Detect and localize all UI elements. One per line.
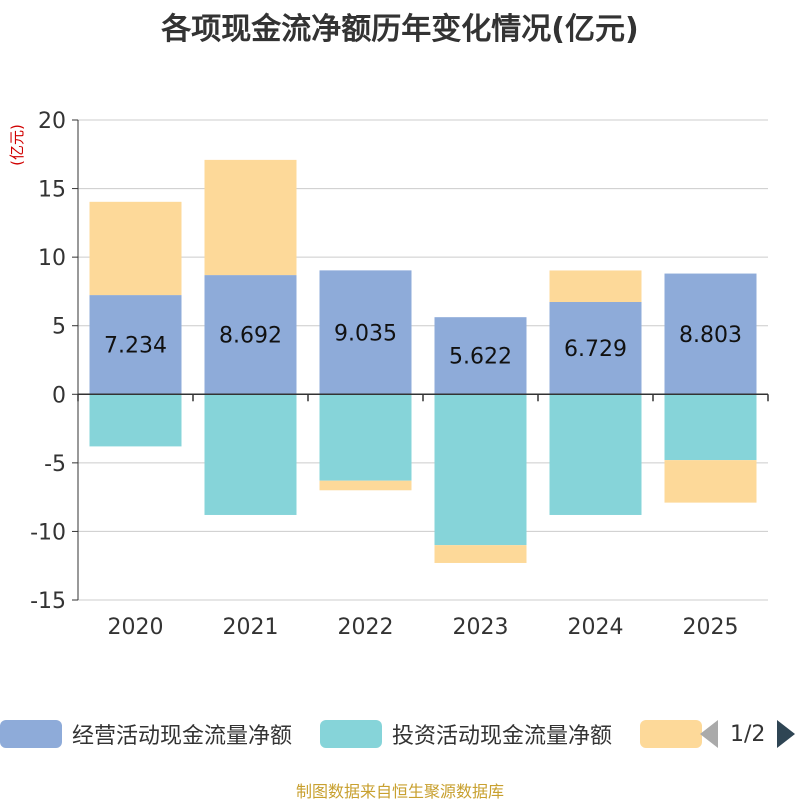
legend-item-investing[interactable]: 投资活动现金流量净额 xyxy=(320,712,612,756)
legend-page-indicator: 1/2 xyxy=(730,721,766,747)
data-label-2021: 8.692 xyxy=(219,324,282,349)
data-label-2023: 5.622 xyxy=(449,345,512,370)
legend-label-investing: 投资活动现金流量净额 xyxy=(392,724,613,749)
bar-2021-series-2 xyxy=(204,159,297,276)
y-tick-label: -10 xyxy=(30,520,66,545)
legend-item-financing[interactable] xyxy=(640,712,702,756)
chart-title: 各项现金流净额历年变化情况(亿元) xyxy=(161,12,639,47)
legend-swatch-operating xyxy=(0,720,62,748)
bar-2021-series-1 xyxy=(204,394,297,515)
legend-label-operating: 经营活动现金流量净额 xyxy=(72,724,293,749)
y-axis-label: (亿元) xyxy=(8,124,26,166)
bar-2025-series-2 xyxy=(664,460,757,503)
bar-2022-series-2 xyxy=(319,480,412,491)
bar-2023-series-0 xyxy=(434,317,527,395)
bar-2020-series-1 xyxy=(89,394,182,447)
x-tick-label-2020: 2020 xyxy=(108,615,164,640)
y-tick-label: 0 xyxy=(52,383,66,408)
bar-2024-series-0 xyxy=(549,302,642,395)
y-tick-label: -5 xyxy=(44,452,66,477)
legend: 经营活动现金流量净额 投资活动现金流量净额 1/2 xyxy=(0,712,800,756)
legend-next-arrow-icon[interactable] xyxy=(777,720,796,748)
y-tick-label: 5 xyxy=(52,315,66,340)
legend-swatch-investing xyxy=(320,720,382,748)
legend-item-operating[interactable]: 经营活动现金流量净额 xyxy=(0,712,292,756)
bar-2023-series-2 xyxy=(434,545,527,563)
bar-2020-series-2 xyxy=(89,201,182,296)
bar-2020-series-0 xyxy=(89,295,182,395)
bar-2022-series-0 xyxy=(319,270,412,395)
y-tick-label: 15 xyxy=(38,178,66,203)
bar-2024-series-1 xyxy=(549,394,642,515)
y-tick-label: 10 xyxy=(38,246,66,271)
x-tick-label-2025: 2025 xyxy=(683,615,739,640)
data-label-2022: 9.035 xyxy=(334,321,397,346)
legend-pager: 1/2 xyxy=(700,712,796,756)
data-label-2020: 7.234 xyxy=(104,334,167,359)
bar-2021-series-0 xyxy=(204,275,297,395)
bar-2022-series-1 xyxy=(319,394,412,481)
legend-prev-arrow-icon[interactable] xyxy=(700,720,718,748)
x-tick-label-2024: 2024 xyxy=(568,615,624,640)
legend-swatch-third xyxy=(640,720,702,748)
source-note: 制图数据来自恒生聚源数据库 xyxy=(295,782,504,801)
y-tick-label: -15 xyxy=(30,589,66,614)
y-tick-label: 20 xyxy=(38,109,66,134)
bar-2025-series-0 xyxy=(664,273,757,395)
x-tick-label-2021: 2021 xyxy=(223,615,279,640)
data-label-2025: 8.803 xyxy=(679,323,742,348)
bar-2023-series-1 xyxy=(434,394,527,546)
bar-2025-series-1 xyxy=(664,394,757,461)
chart-area: 20 15 10 5 0 -5 -10 -15 (亿元) 7.234 2020 8.692 2021 9.… xyxy=(8,109,769,640)
bar-2024-series-2 xyxy=(549,270,642,303)
x-tick-label-2022: 2022 xyxy=(338,615,394,640)
x-tick-label-2023: 2023 xyxy=(453,615,509,640)
data-label-2024: 6.729 xyxy=(564,337,627,362)
